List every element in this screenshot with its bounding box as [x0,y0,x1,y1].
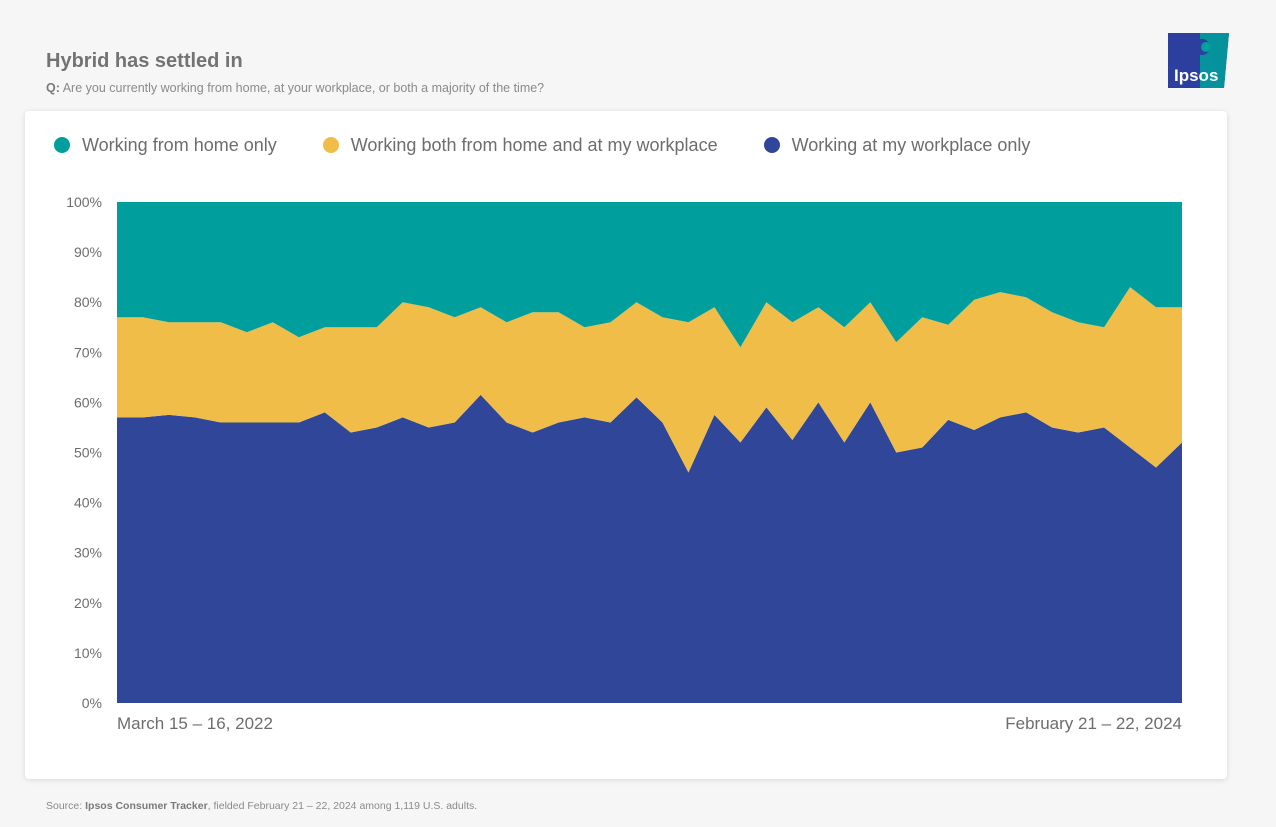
source-note: Source: Ipsos Consumer Tracker, fielded … [46,800,477,812]
legend-label-hybrid: Working both from home and at my workpla… [350,134,718,155]
y-tick-label: 40% [74,495,102,511]
legend-dot-hybrid [322,137,339,153]
legend-label-workplace: Working at my workplace only [791,134,1031,155]
area-series-0 [117,394,1182,703]
question-prefix: Q: [46,81,60,95]
y-tick-label: 10% [74,645,102,661]
y-tick-label: 90% [74,244,102,260]
source-rest: , fielded February 21 – 22, 2024 among 1… [207,800,478,812]
y-tick-label: 80% [74,294,102,310]
y-tick-label: 30% [74,545,102,561]
y-tick-label: 100% [66,194,102,210]
legend-dot-workplace [763,137,780,153]
legend-dot-home [54,137,70,153]
question-text: Are you currently working from home, at … [62,81,545,95]
logo-head-highlight [1201,42,1211,52]
y-tick-label: 60% [74,394,102,410]
legend: Working from home only Working both from… [54,134,1076,156]
chart-question: Q: Are you currently working from home, … [46,81,544,95]
source-prefix: Source: [46,800,83,812]
y-tick-label: 70% [74,344,102,360]
legend-item-workplace: Working at my workplace only [763,134,1031,156]
logo-text: Ipsos [1174,66,1218,85]
area-series-1 [117,287,1182,473]
source-name: Ipsos Consumer Tracker [85,800,208,812]
x-label-first: March 15 – 16, 2022 [117,714,273,733]
x-label-last: February 21 – 22, 2024 [1005,714,1182,733]
y-tick-label: 50% [74,445,102,461]
legend-item-hybrid: Working both from home and at my workpla… [322,134,718,156]
chart-title: Hybrid has settled in [46,50,243,72]
area-series-2 [117,202,1182,348]
legend-label-home: Working from home only [82,134,277,155]
legend-item-home: Working from home only [54,135,277,156]
ipsos-logo: Ipsos [1168,33,1229,88]
y-tick-label: 20% [74,595,102,611]
y-tick-label: 0% [82,695,102,711]
